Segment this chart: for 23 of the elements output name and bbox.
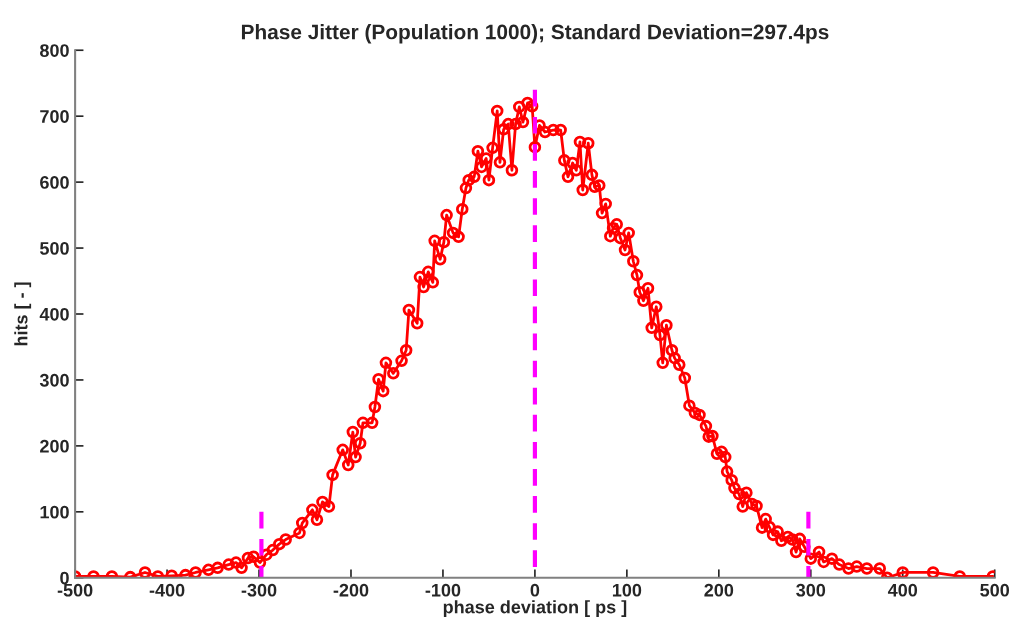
- y-tick-label: 300: [39, 373, 69, 387]
- y-axis-title: hits [ - ]: [14, 282, 32, 346]
- x-tick-label: 500: [980, 583, 1010, 597]
- x-tick-label: -100: [425, 583, 461, 597]
- x-tick-label: 100: [612, 583, 642, 597]
- x-tick-label: -300: [241, 583, 277, 597]
- y-tick-label: 200: [40, 439, 69, 453]
- x-tick-label: 200: [704, 583, 734, 597]
- y-tick-label: 400: [39, 307, 69, 321]
- x-axis-title: phase deviation [ ps ]: [443, 600, 627, 617]
- y-tick-label: 0: [60, 571, 69, 585]
- y-tick-label: 100: [40, 505, 69, 519]
- x-tick-label: 0: [530, 583, 540, 597]
- x-tick-label: -200: [333, 583, 369, 597]
- y-tick-label: 800: [40, 44, 69, 57]
- x-tick-label: -400: [149, 583, 185, 597]
- x-tick-label: 300: [796, 583, 826, 597]
- x-tick-label: -500: [57, 583, 93, 597]
- x-tick-label: 400: [887, 583, 918, 597]
- chart-title: Phase Jitter (Population 1000); Standard Deviation=297.4ps: [241, 24, 829, 44]
- y-tick-label: 500: [39, 241, 69, 255]
- y-tick-label: 700: [40, 110, 69, 123]
- y-tick-label: 600: [40, 176, 69, 189]
